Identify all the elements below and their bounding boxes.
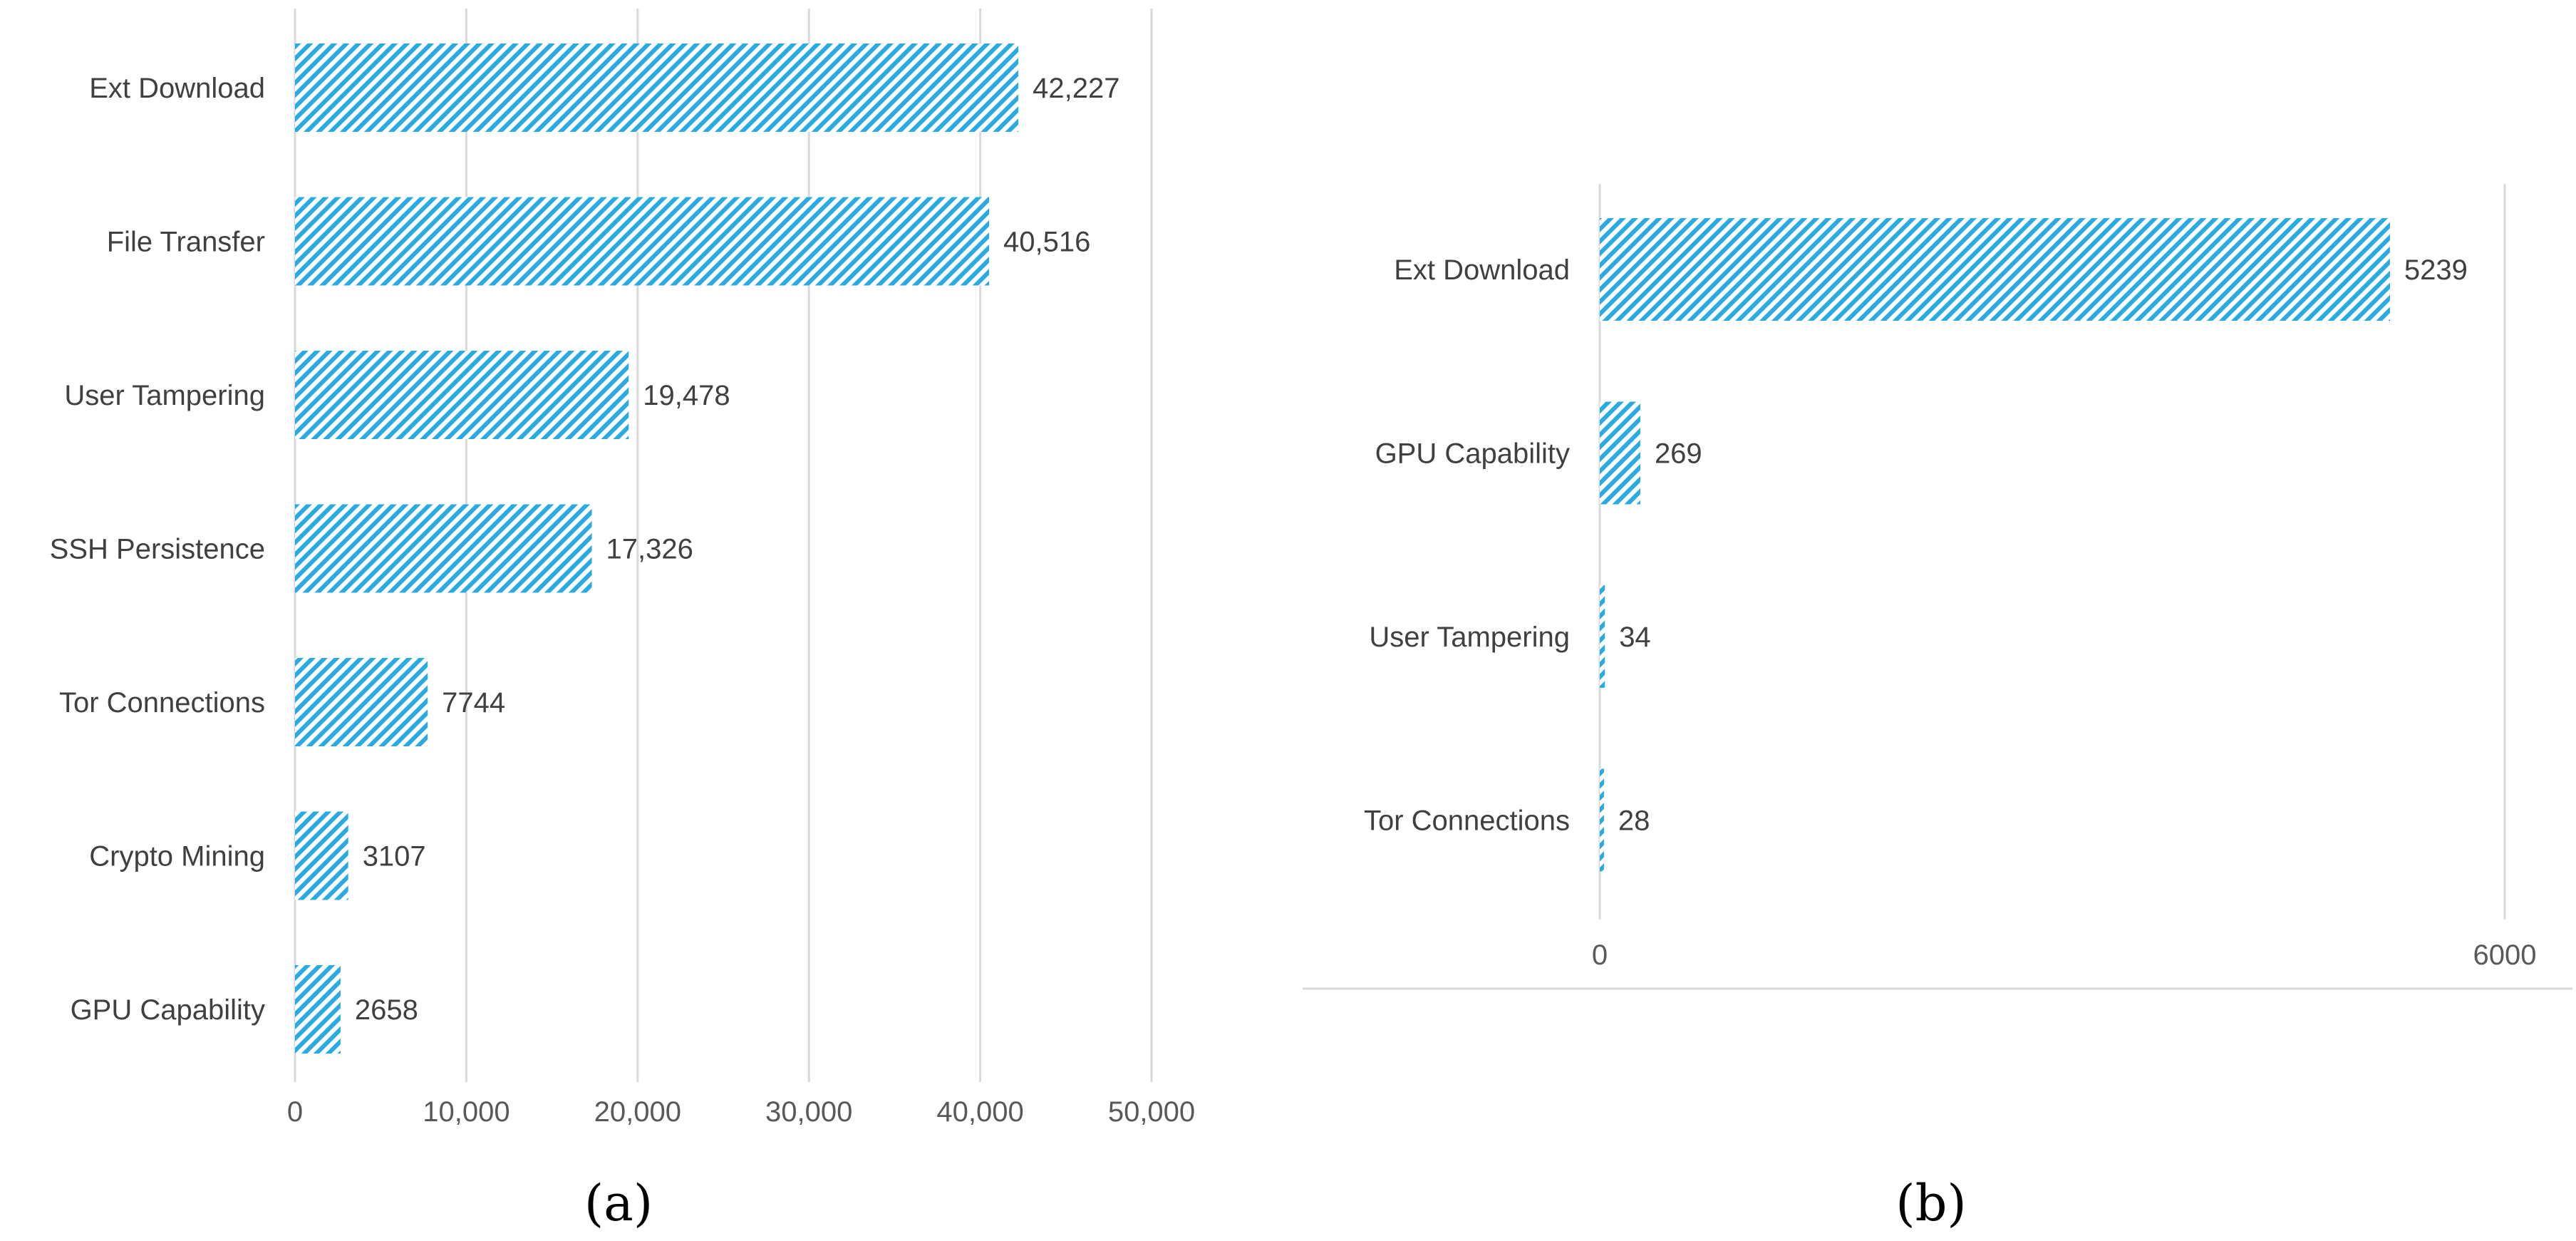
data-label: 269 bbox=[1655, 438, 1702, 470]
bar bbox=[295, 965, 341, 1054]
bar bbox=[1600, 585, 1605, 688]
category-label: SSH Persistence bbox=[50, 534, 265, 565]
category-label: Ext Download bbox=[1394, 254, 1570, 286]
chart-a: 0 10,000 20,000 30,000 40,000 50,000 Ext Downl… bbox=[50, 9, 1195, 1128]
x-tick-label: 0 bbox=[1592, 939, 1608, 971]
bar bbox=[1600, 768, 1604, 872]
data-label: 40,516 bbox=[1003, 227, 1090, 258]
category-label: GPU Capability bbox=[71, 994, 265, 1026]
x-tick-label: 6000 bbox=[2473, 939, 2537, 971]
panel-caption-a: (a) bbox=[584, 1174, 653, 1232]
data-label: 5239 bbox=[2404, 254, 2468, 286]
data-label: 42,227 bbox=[1033, 73, 1119, 104]
x-tick-label: 40,000 bbox=[936, 1096, 1023, 1128]
bar bbox=[295, 43, 1019, 132]
category-label: Tor Connections bbox=[1364, 805, 1570, 837]
x-tick-label: 50,000 bbox=[1108, 1096, 1195, 1128]
bar bbox=[1600, 218, 2390, 321]
category-label: User Tampering bbox=[1369, 622, 1570, 653]
data-label: 3107 bbox=[363, 841, 426, 872]
category-label: File Transfer bbox=[107, 227, 265, 258]
bar bbox=[295, 658, 428, 746]
bar bbox=[295, 504, 592, 593]
bar bbox=[1600, 401, 1640, 505]
data-label: 19,478 bbox=[643, 380, 730, 411]
data-label: 17,326 bbox=[606, 534, 693, 565]
category-label: Tor Connections bbox=[59, 687, 265, 719]
data-label: 28 bbox=[1618, 805, 1650, 837]
panel-caption-b: (b) bbox=[1895, 1174, 1966, 1232]
data-label: 2658 bbox=[355, 994, 418, 1026]
x-tick-label: 0 bbox=[287, 1096, 303, 1128]
bar bbox=[295, 351, 629, 439]
x-tick-label: 10,000 bbox=[423, 1096, 509, 1128]
bar bbox=[295, 197, 990, 286]
chart-b: 0 6000 Ext Download 5239 GPU Capability 269 Us… bbox=[1303, 184, 2572, 990]
bar bbox=[295, 811, 348, 900]
category-label: GPU Capability bbox=[1375, 438, 1570, 470]
category-label: Ext Download bbox=[89, 73, 265, 104]
x-tick-label: 30,000 bbox=[765, 1096, 852, 1128]
category-label: User Tampering bbox=[64, 380, 265, 411]
x-tick-label: 20,000 bbox=[594, 1096, 681, 1128]
data-label: 7744 bbox=[442, 687, 505, 719]
category-label: Crypto Mining bbox=[89, 841, 265, 872]
data-label: 34 bbox=[1619, 622, 1651, 653]
